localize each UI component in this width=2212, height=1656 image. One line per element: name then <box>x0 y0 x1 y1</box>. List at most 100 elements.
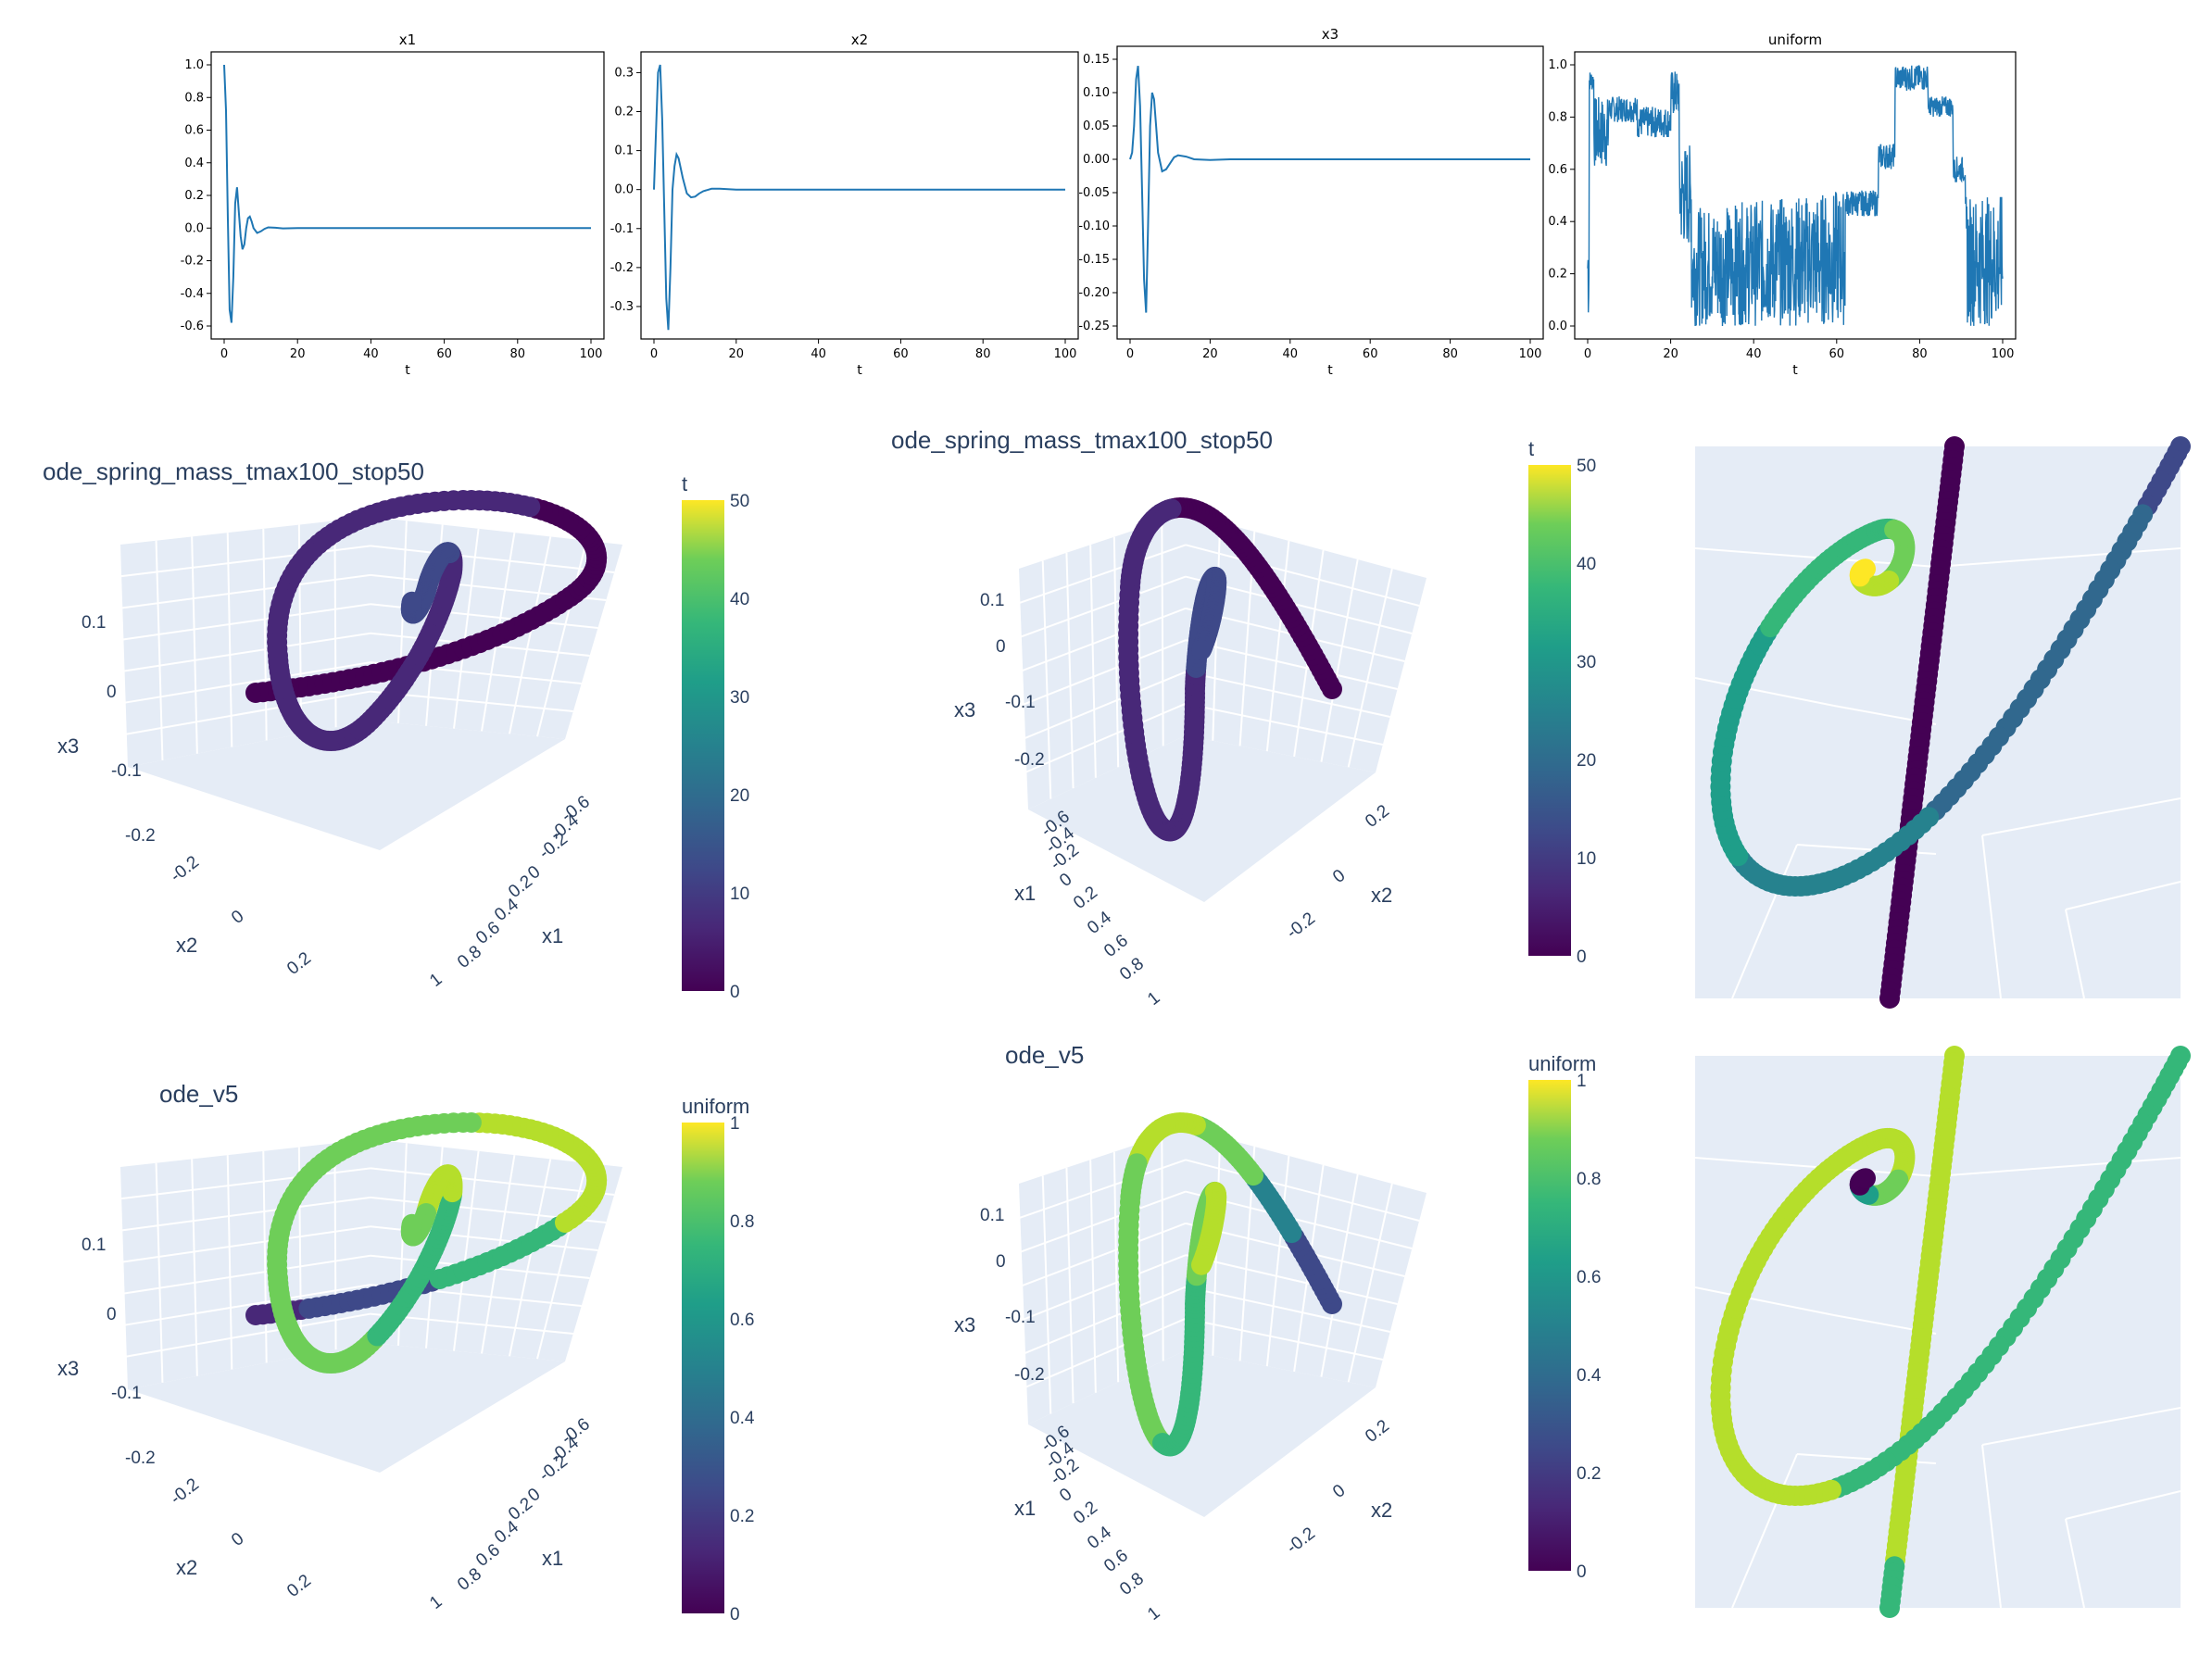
x-tick-label: 20 <box>290 347 306 361</box>
grid-line <box>119 603 371 641</box>
axis-tick-label: -0.2 <box>1014 750 1045 770</box>
axis-tick-label: 0 <box>228 1529 247 1550</box>
trajectory-point <box>1855 1168 1876 1189</box>
axis-tick-label: 0.6 <box>1100 1546 1132 1576</box>
colorbar-tick-label: 20 <box>730 786 749 806</box>
grid-line <box>1694 1286 1835 1316</box>
grid-line <box>119 1196 371 1232</box>
uniform-line-chart: uniform 0 20 40 60 80 100 t 0.0 0.2 0.4 0.6 0.8 1.0 <box>1548 31 2017 378</box>
colorbar-tick-label: 50 <box>730 492 749 511</box>
grid-line <box>1018 671 1187 742</box>
grid-line <box>453 1150 480 1351</box>
x-axis-label: t <box>1792 363 1798 378</box>
x-tick-label: 60 <box>436 347 452 361</box>
axis-tick-label: 0.2 <box>1362 801 1393 832</box>
grid-line <box>1089 1160 1097 1393</box>
y-tick-label: -0.05 <box>1078 186 1110 200</box>
grid-line <box>1185 1317 1384 1361</box>
grid-line <box>1185 702 1384 746</box>
x-tick-label: 0 <box>1584 347 1591 361</box>
grid-line <box>2065 881 2181 910</box>
axis-title: x2 <box>176 1556 197 1579</box>
y-tick-label: 0.0 <box>614 183 634 197</box>
scene-pane <box>120 517 371 767</box>
chart-title: x3 <box>1322 26 1339 43</box>
spring-mass-3d-view-a: ode_spring_mass_tmax100_stop50 0.1 0 -0.1 -0… <box>43 458 749 1002</box>
colorbar-tick-label: 0.4 <box>1577 1366 1602 1386</box>
grid-line <box>1065 552 1075 789</box>
y-tick-label: 0.2 <box>184 189 204 203</box>
axis-tick-label: 0.1 <box>82 1236 106 1255</box>
colorbar-tick-label: 10 <box>730 884 749 904</box>
colorbar-title: t <box>682 472 687 496</box>
x-tick-label: 20 <box>1202 347 1218 361</box>
x-tick-label: 40 <box>363 347 379 361</box>
x-tick-label: 80 <box>510 347 526 361</box>
colorbar-tick-label: 0.2 <box>730 1507 754 1526</box>
y-tick-label: 0.0 <box>184 221 204 235</box>
plot-frame <box>1116 45 1544 340</box>
grid-line <box>1185 671 1390 718</box>
grid-line <box>226 1155 233 1370</box>
trajectory-point <box>401 591 422 612</box>
grid-line <box>119 1167 371 1200</box>
y-tick-label: -0.3 <box>610 300 634 314</box>
axis-tick-label: -0.2 <box>125 1449 156 1468</box>
axis-title: x3 <box>954 1313 975 1336</box>
grid-line <box>119 1284 371 1327</box>
y-tick-label: 0.1 <box>614 144 634 158</box>
chart-title: ode_spring_mass_tmax100_stop50 <box>43 458 424 485</box>
y-tick-label: -0.10 <box>1078 220 1110 233</box>
axis-tick-label: 0.6 <box>472 1540 504 1571</box>
x-tick-label: 60 <box>1829 347 1845 361</box>
ode-v5-3d-zoom <box>1694 1046 2191 1618</box>
axis-tick-label: -0.1 <box>1005 693 1036 712</box>
ode-v5-3d-view-b: ode_v50.10-0.1-0.2x3-0.6-0.4-0.200.20.40… <box>954 1041 1602 1625</box>
axis-title: x2 <box>176 934 197 957</box>
x-tick-label: 0 <box>1126 347 1134 361</box>
colorbar-tick-label: 10 <box>1577 849 1596 869</box>
axis-title: x1 <box>1014 882 1036 905</box>
grid-line <box>191 1159 198 1376</box>
y-tick-label: 0.0 <box>1548 320 1567 333</box>
axis-tick-label: 0.2 <box>283 1571 315 1601</box>
axis-tick-label: 0 <box>996 637 1006 657</box>
grid-line <box>1161 521 1164 746</box>
y-tick-label: 0.4 <box>184 157 204 170</box>
y-tick-label: 0.15 <box>1083 53 1110 67</box>
colorbar-tick-label: 1 <box>1577 1072 1587 1091</box>
x-axis-label: t <box>857 363 862 378</box>
axis-title: x3 <box>57 1357 79 1380</box>
grid-line <box>1018 575 1187 639</box>
grid-line <box>509 1159 552 1357</box>
axis-tick-label: 0.1 <box>980 1206 1004 1225</box>
colorbar <box>1528 465 1571 956</box>
axis-tick-label: -0.2 <box>167 1474 203 1509</box>
colorbar-tick-label: 20 <box>1577 751 1596 771</box>
x-tick-label: 20 <box>1663 347 1678 361</box>
axis-tick-label: -0.2 <box>1283 909 1319 943</box>
y-tick-label: -0.15 <box>1078 253 1110 267</box>
axis-tick-label: 0.6 <box>1100 931 1132 961</box>
y-tick-label: 0.05 <box>1083 119 1110 133</box>
x2-line-chart: x2 0 20 40 60 80 100 t -0.3 -0.2 -0.1 0.0 0.1 0.2 0.3 <box>610 31 1079 378</box>
y-tick-label: 0.8 <box>1548 110 1567 124</box>
grid-line <box>1018 1317 1187 1391</box>
y-tick-label: 0.2 <box>1548 268 1567 282</box>
chart-title: ode_spring_mass_tmax100_stop50 <box>891 426 1273 454</box>
colorbar-tick-label: 0.2 <box>1577 1464 1601 1484</box>
grid-line <box>333 521 337 728</box>
x-axis-label: t <box>1327 363 1333 378</box>
grid-line <box>119 690 371 736</box>
x-tick-label: 40 <box>1283 347 1299 361</box>
y-tick-label: 0.00 <box>1083 153 1110 167</box>
scene-pane <box>128 721 565 850</box>
grid-line <box>509 536 552 734</box>
x3-line-chart: x3 0 20 40 60 80 100 t -0.25 -0.20 -0.15 -0.10 -0.05… <box>1078 26 1544 378</box>
y-tick-label: 0.6 <box>184 124 204 138</box>
colorbar-tick-label: 0 <box>1577 1562 1587 1582</box>
chart-title: x1 <box>399 31 416 48</box>
colorbar-tick-label: 0 <box>730 1605 740 1625</box>
trajectory-point <box>401 1213 422 1235</box>
axis-tick-label: 0 <box>1329 866 1349 887</box>
